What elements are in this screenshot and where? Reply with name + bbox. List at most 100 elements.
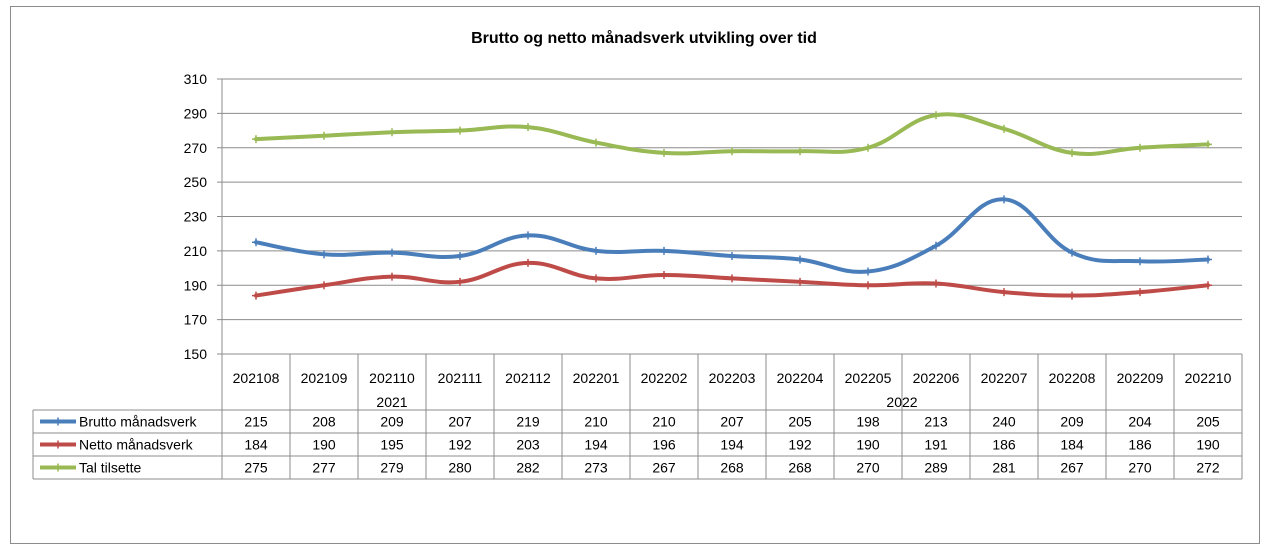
data-point (1204, 140, 1212, 149)
data-point (864, 143, 872, 152)
data-point (252, 238, 260, 247)
x-tick-label: 202201 (573, 370, 620, 386)
data-point (1068, 248, 1076, 257)
data-label: 270 (1128, 460, 1152, 476)
data-label: 289 (924, 460, 948, 476)
x-tick-label: 202205 (845, 370, 892, 386)
data-label: 196 (652, 437, 676, 453)
data-label: 268 (788, 460, 812, 476)
data-point (1000, 124, 1008, 133)
data-point (524, 258, 532, 267)
data-label: 277 (312, 460, 336, 476)
legend-entry: Netto månadsverk (79, 437, 194, 453)
y-tick-label: 190 (184, 277, 208, 293)
data-label: 205 (788, 414, 812, 430)
series-line (254, 197, 1210, 274)
y-tick-label: 290 (184, 105, 208, 121)
data-label: 191 (924, 437, 948, 453)
data-point (1136, 143, 1144, 152)
data-label: 198 (856, 414, 880, 430)
data-point (796, 255, 804, 264)
data-label: 219 (516, 414, 540, 430)
data-label: 273 (584, 460, 608, 476)
legend-key-marker (54, 463, 62, 472)
data-label: 190 (1196, 437, 1220, 453)
data-point (456, 277, 464, 286)
data-point (660, 148, 668, 157)
x-tick-label: 202203 (709, 370, 756, 386)
data-label: 184 (1060, 437, 1084, 453)
data-point (864, 267, 872, 276)
x-tick-label: 202204 (777, 370, 824, 386)
data-point (728, 274, 736, 283)
chart-title: Brutto og netto månadsverk utvikling ove… (471, 29, 817, 47)
data-point (592, 246, 600, 255)
data-point (320, 250, 328, 259)
data-label: 215 (244, 414, 268, 430)
data-label: 208 (312, 414, 336, 430)
x-tick-label: 202208 (1049, 370, 1096, 386)
legend-entry: Brutto månadsverk (79, 414, 197, 430)
data-label: 207 (720, 414, 744, 430)
legend-key-marker (54, 417, 62, 426)
data-label: 190 (856, 437, 880, 453)
data-label: 190 (312, 437, 336, 453)
x-tick-label: 202112 (505, 370, 551, 386)
data-point (1204, 281, 1212, 290)
data-label: 209 (1060, 414, 1084, 430)
data-point (388, 128, 396, 137)
data-label: 279 (380, 460, 404, 476)
data-point (1204, 255, 1212, 264)
data-point (456, 252, 464, 261)
y-tick-label: 170 (184, 312, 208, 328)
data-point (456, 126, 464, 135)
data-label: 280 (448, 460, 472, 476)
data-label: 186 (1128, 437, 1152, 453)
data-label: 195 (380, 437, 404, 453)
data-point (932, 111, 940, 120)
data-label: 282 (516, 460, 540, 476)
y-tick-label: 310 (184, 71, 208, 87)
data-point (524, 123, 532, 132)
y-tick-label: 250 (184, 174, 208, 190)
data-point (728, 147, 736, 156)
data-label: 240 (992, 414, 1016, 430)
data-label: 267 (1060, 460, 1084, 476)
data-label: 267 (652, 460, 676, 476)
data-point (932, 279, 940, 288)
data-point (660, 270, 668, 279)
data-label: 192 (448, 437, 472, 453)
data-label: 210 (584, 414, 608, 430)
x-tick-label: 202111 (438, 370, 483, 386)
data-label: 192 (788, 437, 812, 453)
data-label: 184 (244, 437, 268, 453)
data-point (1068, 291, 1076, 300)
data-point (1136, 257, 1144, 266)
data-label: 194 (584, 437, 608, 453)
y-tick-label: 270 (184, 140, 208, 156)
x-tick-label: 202110 (369, 370, 415, 386)
data-point (592, 274, 600, 283)
data-point (1000, 195, 1008, 204)
data-label: 275 (244, 460, 268, 476)
data-label: 205 (1196, 414, 1220, 430)
data-point (592, 138, 600, 147)
data-point (660, 246, 668, 255)
data-label: 204 (1128, 414, 1152, 430)
data-point (524, 231, 532, 240)
data-label: 270 (856, 460, 880, 476)
data-point (388, 248, 396, 257)
x-tick-label: 202108 (233, 370, 280, 386)
data-point (1000, 288, 1008, 297)
y-tick-label: 230 (184, 209, 208, 225)
data-label: 272 (1196, 460, 1220, 476)
data-point (1136, 288, 1144, 297)
data-label: 186 (992, 437, 1016, 453)
data-point (1068, 148, 1076, 157)
data-label: 203 (516, 437, 540, 453)
x-tick-label: 202209 (1117, 370, 1164, 386)
data-label: 209 (380, 414, 404, 430)
legend-entry: Tal tilsette (79, 460, 141, 476)
x-tick-label: 202109 (301, 370, 348, 386)
